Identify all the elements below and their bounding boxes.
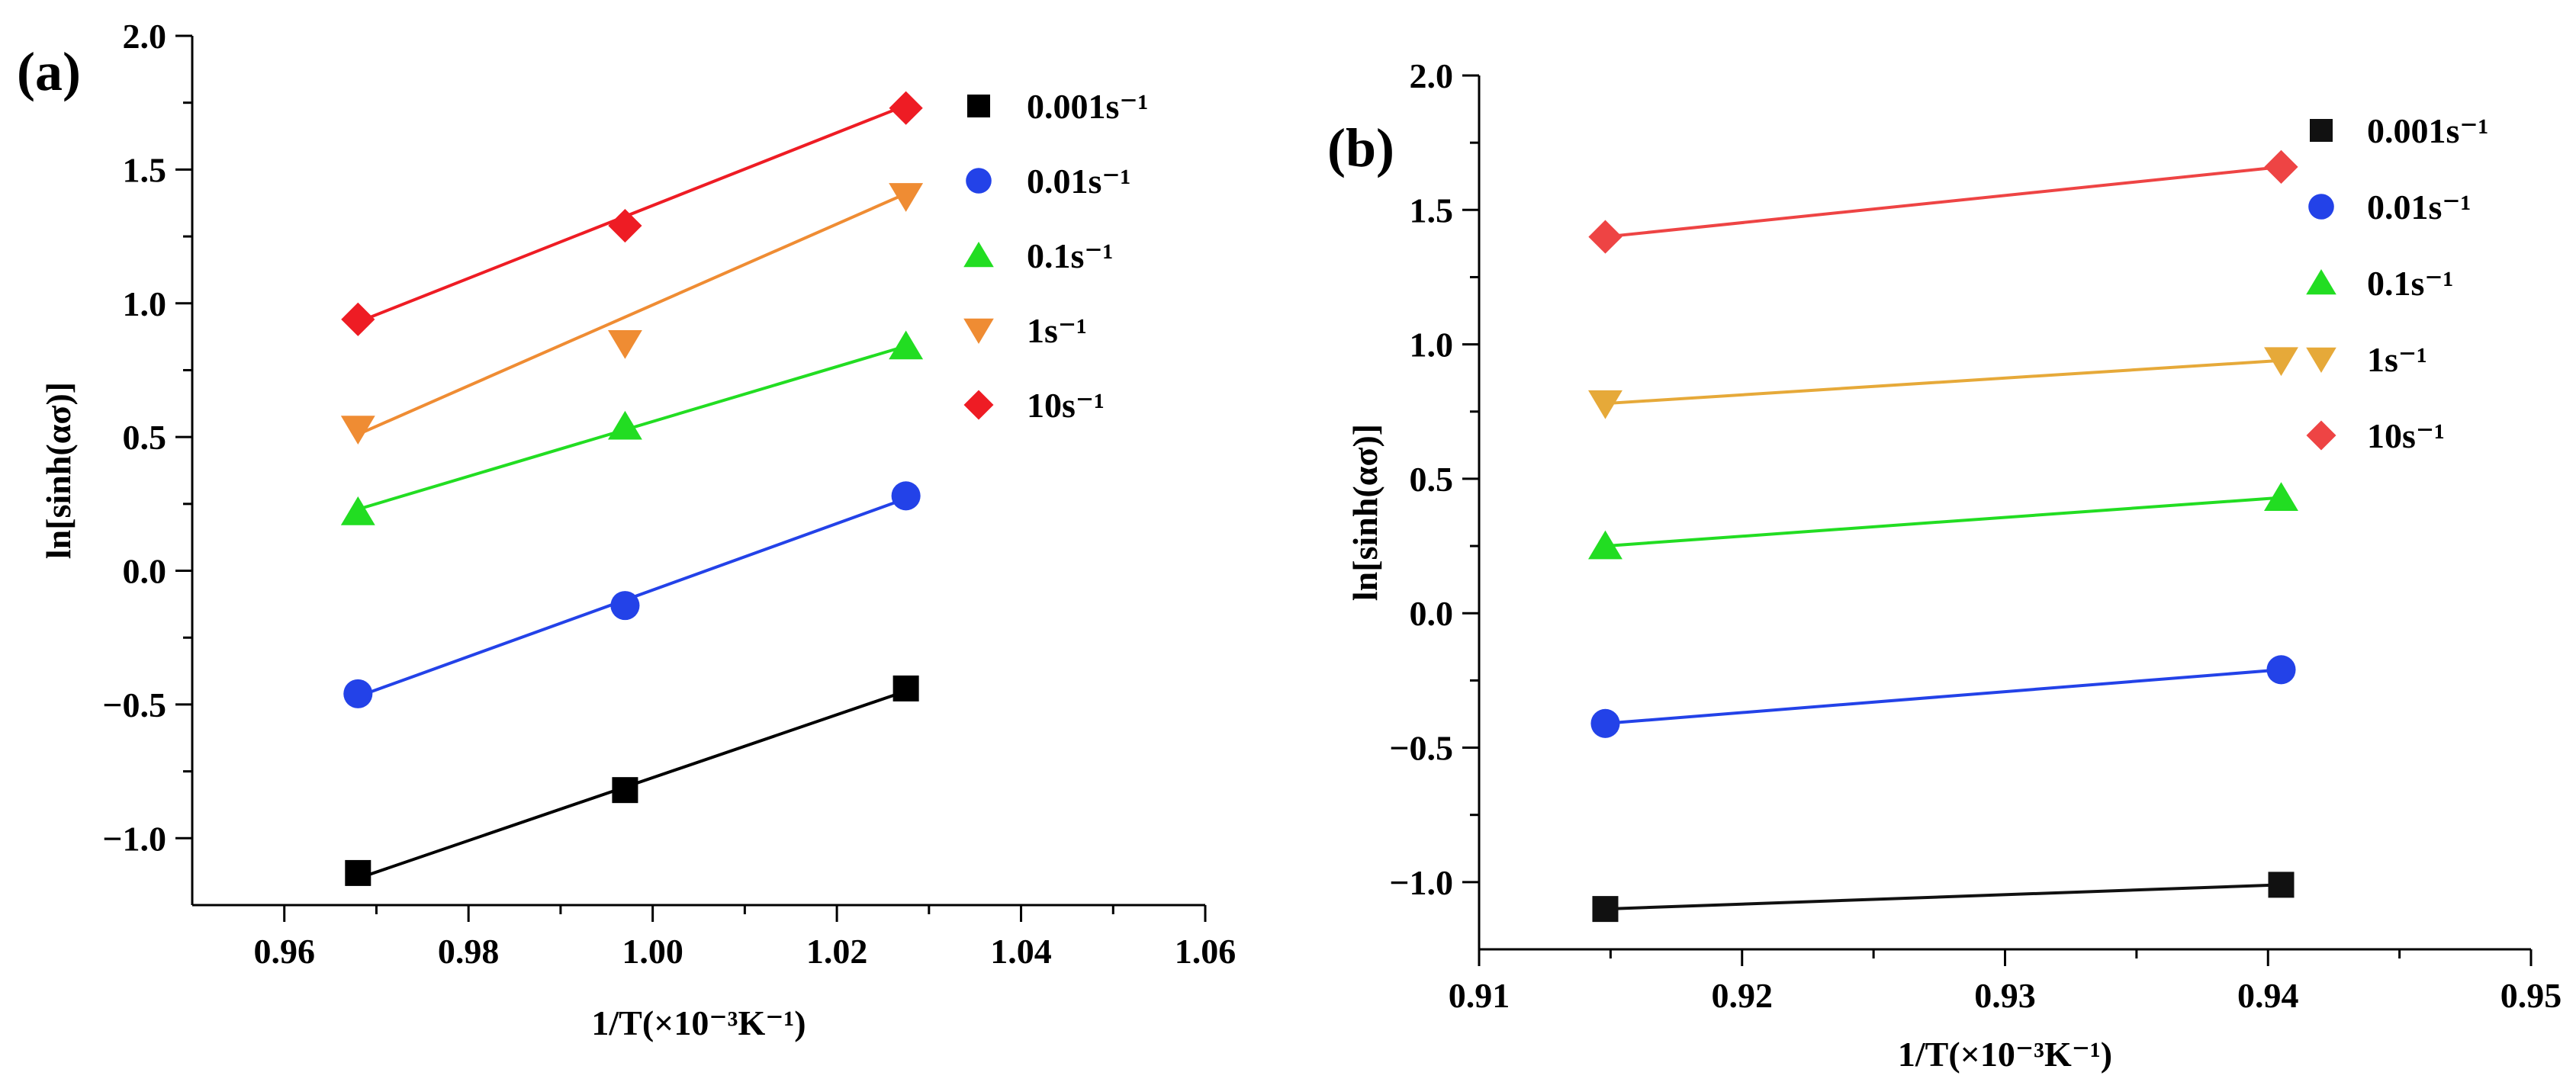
series-2: [340, 330, 924, 525]
series-3: [340, 183, 924, 445]
data-point: [1592, 896, 1619, 923]
data-point: [889, 91, 923, 125]
x-tick-label: 0.93: [1974, 976, 2036, 1015]
y-axis-title: ln[sinh(ασ)]: [1346, 424, 1384, 601]
legend-label: 1s⁻¹: [2367, 340, 2427, 379]
y-tick-label: 1.5: [123, 150, 167, 189]
legend-marker: [966, 168, 992, 194]
data-point: [340, 496, 375, 525]
legend-marker: [963, 242, 994, 268]
legend-label: 1s⁻¹: [1027, 311, 1087, 350]
legend-label: 0.1s⁻¹: [1027, 236, 1113, 275]
data-point: [612, 777, 638, 804]
y-tick-label: 1.5: [1410, 191, 1454, 230]
data-point: [1588, 390, 1622, 419]
x-tick-label: 1.06: [1175, 932, 1237, 971]
legend-label: 0.001s⁻¹: [1027, 87, 1148, 126]
legend-label: 0.01s⁻¹: [1027, 162, 1130, 201]
x-tick-label: 0.94: [2237, 976, 2299, 1015]
data-point: [1588, 530, 1622, 560]
data-point: [891, 481, 921, 511]
series-4: [1588, 149, 2298, 254]
y-tick-label: 0.5: [1410, 460, 1454, 499]
chart-panel-b: 0.91 0.92 0.93 0.94 0.95 −1.0 −0.5 0.0 0.5 1.0 1.5…: [1327, 56, 2562, 1074]
legend-marker: [2306, 420, 2336, 451]
y-tick-label: −0.5: [102, 685, 166, 724]
data-point: [610, 591, 640, 621]
data-point: [607, 330, 642, 359]
x-tick-label: 1.00: [622, 932, 683, 971]
x-tick-label: 0.98: [438, 932, 500, 971]
y-tick-label: 0.0: [123, 552, 167, 591]
data-point: [1590, 708, 1620, 738]
data-point: [345, 859, 371, 886]
data-point: [889, 183, 924, 212]
series-0: [1592, 872, 2295, 923]
x-tick-label: 1.04: [990, 932, 1052, 971]
series-3: [1588, 347, 2298, 419]
x-tick-label: 0.92: [1712, 976, 1774, 1015]
y-tick-label: 1.0: [1410, 326, 1454, 364]
data-point: [889, 330, 924, 360]
data-point: [341, 302, 375, 336]
legend-label: 10s⁻¹: [2367, 416, 2445, 455]
data-point: [608, 208, 642, 243]
legend-marker: [2308, 194, 2334, 220]
x-tick-label: 0.91: [1449, 976, 1510, 1015]
data-point: [343, 679, 373, 708]
data-point: [2266, 655, 2296, 685]
legend-marker: [2310, 119, 2333, 142]
series-1: [343, 481, 921, 708]
fit-line: [1605, 165, 2282, 239]
fit-line: [357, 104, 907, 324]
data-point: [607, 410, 642, 440]
panel-label: (a): [17, 41, 81, 102]
y-tick-label: −1.0: [1389, 863, 1453, 902]
data-point: [892, 675, 919, 702]
legend-label: 10s⁻¹: [1027, 386, 1105, 425]
fit-line: [357, 192, 907, 436]
x-axis-title: 1/T(×10⁻³K⁻¹): [1898, 1035, 2112, 1074]
data-point: [2264, 347, 2298, 377]
series-2: [1588, 482, 2298, 560]
y-tick-label: −0.5: [1389, 729, 1453, 768]
data-point: [2264, 149, 2298, 184]
series-0: [345, 675, 919, 886]
legend-label: 0.001s⁻¹: [2367, 111, 2488, 150]
y-tick-label: −1.0: [102, 819, 166, 858]
data-point: [1588, 220, 1622, 254]
y-tick-label: 2.0: [123, 17, 167, 56]
fit-line: [1605, 883, 2282, 911]
series-1: [1590, 655, 2296, 738]
panel-label: (b): [1327, 117, 1394, 178]
y-tick-label: 0.5: [123, 418, 167, 457]
legend-label: 0.1s⁻¹: [2367, 264, 2453, 303]
x-tick-label: 0.96: [253, 932, 315, 971]
legend-marker: [2306, 347, 2336, 373]
y-tick-label: 0.0: [1410, 594, 1454, 633]
x-axis-title: 1/T(×10⁻³K⁻¹): [591, 1003, 806, 1042]
legend-marker: [2306, 269, 2336, 295]
y-axis-title: ln[sinh(ασ)]: [39, 382, 78, 559]
fit-line: [1605, 496, 2282, 548]
y-tick-label: 1.0: [123, 284, 167, 323]
x-tick-label: 0.95: [2500, 976, 2562, 1015]
legend-marker: [967, 95, 990, 117]
data-point: [2268, 872, 2295, 898]
series-4: [341, 91, 923, 336]
fit-line: [1605, 358, 2282, 406]
fit-line: [1605, 668, 2282, 725]
legend-marker: [963, 318, 994, 344]
data-point: [340, 416, 375, 445]
data-point: [2264, 482, 2298, 511]
legend-label: 0.01s⁻¹: [2367, 188, 2471, 226]
y-tick-label: 2.0: [1410, 56, 1454, 95]
chart-panel-a: 0.96 0.98 1.00 1.02 1.04 1.06 −1.0 −0.5 0.0 0.5 1.…: [17, 17, 1236, 1042]
x-tick-label: 1.02: [806, 932, 868, 971]
legend-marker: [963, 390, 994, 420]
